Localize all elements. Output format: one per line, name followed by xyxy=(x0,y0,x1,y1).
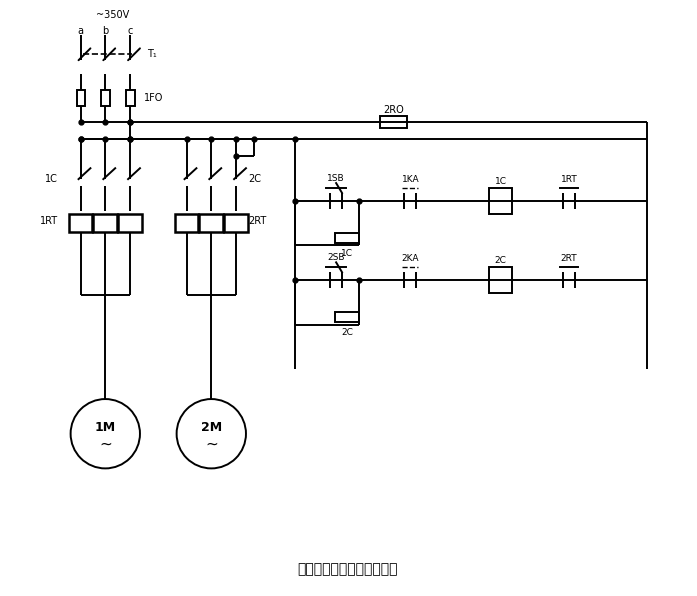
Text: 1KA: 1KA xyxy=(401,175,419,184)
Text: 2C: 2C xyxy=(341,328,353,337)
Text: ~: ~ xyxy=(205,436,217,451)
Bar xyxy=(175,214,199,232)
Bar xyxy=(118,214,142,232)
Text: 1C: 1C xyxy=(341,249,353,258)
Text: 2KA: 2KA xyxy=(401,254,419,263)
Text: a: a xyxy=(77,26,84,36)
Text: 1C: 1C xyxy=(45,174,58,184)
Text: ~: ~ xyxy=(99,436,112,451)
Text: 2C: 2C xyxy=(248,174,261,184)
Bar xyxy=(101,90,110,106)
Text: 1SB: 1SB xyxy=(328,173,345,182)
Text: 2M: 2M xyxy=(201,421,222,434)
Bar xyxy=(335,232,359,243)
Text: 1C: 1C xyxy=(495,176,507,185)
Bar xyxy=(224,214,248,232)
Bar xyxy=(68,214,93,232)
Text: 另一种两台电动机联锁控制: 另一种两台电动机联锁控制 xyxy=(298,563,398,576)
Bar xyxy=(199,214,223,232)
Circle shape xyxy=(70,399,140,468)
Text: T₁: T₁ xyxy=(147,49,157,59)
Text: 2RO: 2RO xyxy=(383,105,404,115)
Text: 2C: 2C xyxy=(495,256,507,265)
Bar xyxy=(77,90,86,106)
Text: 1RT: 1RT xyxy=(40,216,58,226)
Circle shape xyxy=(176,399,246,468)
Text: 2SB: 2SB xyxy=(328,253,345,262)
Text: 2RT: 2RT xyxy=(560,254,577,263)
Text: 2RT: 2RT xyxy=(248,216,266,226)
Bar xyxy=(335,312,359,322)
Text: c: c xyxy=(128,26,132,36)
Bar xyxy=(489,267,512,293)
Bar xyxy=(380,116,408,128)
Text: ~350V: ~350V xyxy=(95,10,129,20)
Text: 1RT: 1RT xyxy=(560,175,577,184)
Text: b: b xyxy=(102,26,109,36)
Bar xyxy=(126,90,135,106)
Text: 1FO: 1FO xyxy=(144,93,163,103)
Bar xyxy=(489,188,512,214)
Bar xyxy=(93,214,117,232)
Text: 1M: 1M xyxy=(95,421,116,434)
